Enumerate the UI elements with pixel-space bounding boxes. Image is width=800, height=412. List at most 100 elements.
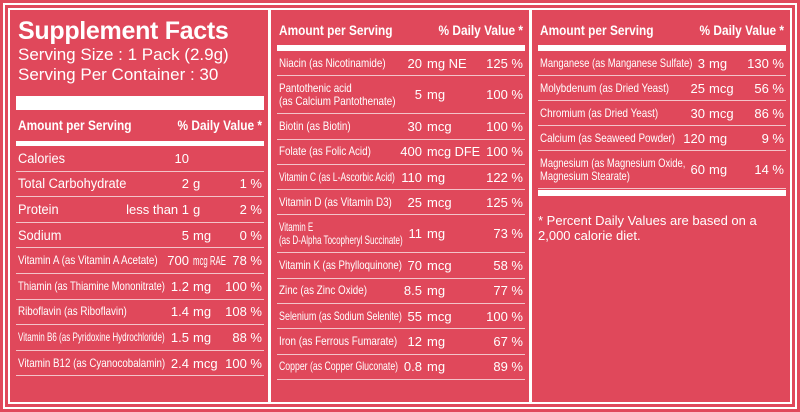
amount-value: 2.4 <box>170 355 189 371</box>
amount-unit: mg <box>709 130 728 146</box>
daily-value-percent: 100 % <box>486 308 523 324</box>
amount-value: 5 <box>181 227 189 243</box>
nutrient-list-1: Calories 10 Total Carbohydrate 2 g 1 % Protein… <box>16 146 264 377</box>
nutrient-name: Vitamin C (as L-Ascorbic Acid) <box>279 169 395 184</box>
amount-header: Amount per Serving <box>18 118 132 133</box>
amount-value: 2 <box>181 176 189 192</box>
amount-unit: mg <box>427 283 446 299</box>
amount-value: 8.5 <box>403 283 422 299</box>
daily-value-percent: 108 % <box>225 304 262 320</box>
daily-value-percent: 67 % <box>493 334 523 350</box>
nutrient-row: Iron (as Ferrous Fumarate) 12 mg 67 % <box>277 329 525 355</box>
divider-bar <box>16 96 264 110</box>
daily-value-percent: 0 % <box>239 227 262 243</box>
nutrient-row: Zinc (as Zinc Oxide) 8.5 mg 77 % <box>277 279 525 305</box>
nutrient-row: Magnesium (as Magnesium Oxide, Magnesium… <box>538 151 786 189</box>
nutrient-name: Pantothenic acid (as Calcium Pantothenat… <box>279 80 396 108</box>
nutrient-name: Iron (as Ferrous Fumarate) <box>279 334 398 349</box>
nutrient-name: Sodium <box>18 227 62 243</box>
serving-size: Serving Size : 1 Pack (2.9g) <box>18 45 229 64</box>
amount-value: 12 <box>407 334 422 350</box>
amount-unit: mcg <box>709 80 734 96</box>
amount-value: 700 <box>167 253 189 269</box>
nutrient-row: Manganese (as Manganese Sulfate) 3 mg 130 % <box>538 51 786 76</box>
amount-value: 70 <box>407 258 422 274</box>
amount-unit: mg <box>193 329 212 345</box>
amount-unit: mg <box>193 278 212 294</box>
amount-value: 1.4 <box>170 304 189 320</box>
nutrient-name: Vitamin B6 (as Pyridoxine Hydrochloride) <box>18 329 165 344</box>
daily-value-percent: 88 % <box>232 329 262 345</box>
nutrient-row: Niacin (as Nicotinamide) 20 mg NE 125 % <box>277 51 525 77</box>
nutrient-name: Vitamin A (as Vitamin A Acetate) <box>18 253 158 268</box>
nutrient-row: Riboflavin (as Riboflavin) 1.4 mg 108 % <box>16 300 264 326</box>
amount-unit: mcg RAE <box>193 253 226 269</box>
panel-1: Supplement Facts Serving Size : 1 Pack (… <box>8 9 270 403</box>
daily-value-percent: 125 % <box>486 55 523 71</box>
nutrient-name: Copper (as Copper Gluconate) <box>279 359 399 374</box>
amount-unit: mg <box>709 55 728 71</box>
amount-unit: g <box>193 176 201 192</box>
nutrient-row: Vitamin C (as L-Ascorbic Acid) 110 mg 122 % <box>277 165 525 191</box>
nutrient-row: Selenium (as Sodium Selenite) 55 mcg 100 % <box>277 304 525 330</box>
nutrient-row: Calcium (as Seaweed Powder) 120 mg 9 % <box>538 126 786 151</box>
amount-value: 30 <box>690 105 705 121</box>
nutrient-row: Sodium 5 mg 0 % <box>16 223 264 249</box>
servings-per-container: Serving Per Container : 30 <box>18 65 219 84</box>
amount-unit: mg <box>193 304 212 320</box>
daily-value-percent: 100 % <box>225 278 262 294</box>
daily-value-percent: 100 % <box>486 118 523 134</box>
nutrient-row: Folate (as Folic Acid) 400 mcg DFE 100 % <box>277 140 525 165</box>
panel-2: Amount per Serving % Daily Value * Niaci… <box>269 9 531 403</box>
nutrient-row: Vitamin B6 (as Pyridoxine Hydrochloride)… <box>16 325 264 351</box>
daily-value-percent: 100 % <box>486 87 523 103</box>
nutrient-row: Total Carbohydrate 2 g 1 % <box>16 172 264 198</box>
dv-header: % Daily Value * <box>438 23 523 38</box>
nutrient-name: Vitamin B12 (as Cyanocobalamin) <box>18 355 166 370</box>
amount-value: less than 1 <box>126 201 189 217</box>
daily-value-percent: 77 % <box>493 283 523 299</box>
divider-bar <box>16 141 264 146</box>
nutrient-name: Zinc (as Zinc Oxide) <box>279 283 368 298</box>
nutrient-name: Chromium (as Dried Yeast) <box>540 105 659 120</box>
amount-unit: mg <box>427 359 446 375</box>
amount-unit: mg <box>427 87 446 103</box>
daily-value-percent: 130 % <box>747 55 784 71</box>
nutrient-name: Calcium (as Seaweed Powder) <box>540 130 676 145</box>
amount-value: 30 <box>407 118 422 134</box>
amount-value: 11 <box>408 226 423 242</box>
nutrient-row: Vitamin B12 (as Cyanocobalamin) 2.4 mcg 100… <box>16 351 264 377</box>
daily-value-percent: 73 % <box>493 226 523 242</box>
amount-value: 1.5 <box>170 329 189 345</box>
amount-value: 3 <box>697 55 705 71</box>
daily-value-percent: 9 % <box>761 130 784 146</box>
amount-value: 25 <box>690 80 705 96</box>
nutrient-name: Thiamin (as Thiamine Mononitrate) <box>18 278 165 293</box>
amount-value: 110 <box>401 169 422 185</box>
title: Supplement Facts <box>18 17 229 45</box>
amount-value: 20 <box>407 55 422 71</box>
dv-header: % Daily Value * <box>177 118 262 133</box>
daily-value-percent: 14 % <box>754 162 784 177</box>
daily-value-percent: 125 % <box>486 194 523 210</box>
nutrient-name: Total Carbohydrate <box>18 176 127 192</box>
amount-unit: mcg <box>427 118 452 134</box>
amount-unit: mcg <box>193 355 218 371</box>
daily-value-percent: 100 % <box>225 355 262 371</box>
nutrient-row: Vitamin D (as Vitamin D3) 25 mcg 125 % <box>277 190 525 216</box>
amount-value: 120 <box>683 130 705 146</box>
amount-value: 5 <box>414 87 422 103</box>
daily-value-percent: 100 % <box>486 144 523 160</box>
daily-value-percent: 58 % <box>493 258 523 274</box>
daily-value-percent: 2 % <box>239 201 262 217</box>
nutrient-name: Calories <box>18 150 66 166</box>
nutrient-list-2: Niacin (as Nicotinamide) 20 mg NE 125 % Pant… <box>277 51 525 380</box>
nutrient-name: Riboflavin (as Riboflavin) <box>18 304 127 319</box>
amount-value: 1.2 <box>170 278 189 294</box>
divider-bar <box>277 45 525 51</box>
nutrient-name: Folate (as Folic Acid) <box>279 144 371 159</box>
nutrient-row: Calories 10 <box>16 146 264 172</box>
amount-unit: g <box>193 201 201 217</box>
nutrient-name: Vitamin D (as Vitamin D3) <box>279 194 392 209</box>
